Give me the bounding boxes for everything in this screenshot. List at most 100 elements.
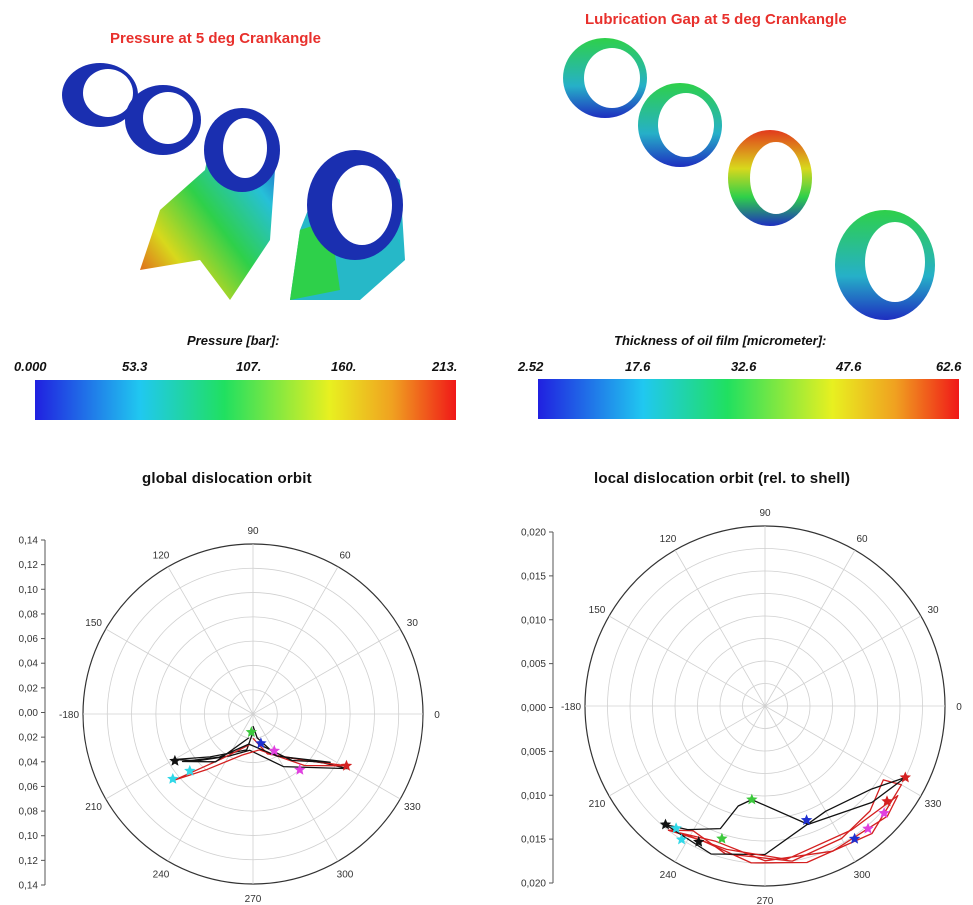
angle-tick-label: 120 (153, 551, 170, 562)
pressure-tick: 213. (432, 359, 458, 374)
polar-spoke (608, 615, 766, 707)
global-orbit-title: global dislocation orbit (142, 470, 312, 487)
orbit-star-marker (899, 771, 911, 783)
radial-tick-label: 0,08 (19, 807, 39, 818)
polar-spoke (105, 628, 254, 715)
thickness-tick: 62.6 (936, 359, 962, 374)
polar-spoke (252, 628, 401, 715)
radial-tick-label: 0,04 (19, 659, 39, 670)
angle-tick-label: 30 (927, 605, 939, 616)
angle-tick-label: 150 (589, 605, 606, 616)
orbit-star-marker (268, 744, 280, 756)
orbit-star-marker (800, 814, 813, 825)
polar-spoke (764, 549, 856, 707)
angle-tick-label: 0 (434, 710, 440, 721)
polar-spoke (252, 566, 339, 715)
radial-tick-label: 0,02 (19, 683, 39, 694)
pressure-tick: 53.3 (122, 359, 148, 374)
radial-tick-label: 0,10 (19, 831, 39, 842)
angle-tick-label: 210 (589, 799, 606, 810)
thickness-colorbar-label: Thickness of oil film [micrometer]: (614, 333, 827, 348)
polar-spoke (764, 705, 856, 863)
radial-tick-label: 0,06 (19, 634, 39, 645)
angle-tick-label: 330 (404, 802, 421, 813)
gap-bearing-1 (563, 38, 647, 118)
orbit-star-marker (670, 822, 682, 834)
radial-tick-label: 0,010 (521, 615, 546, 626)
radial-tick-label: 0,12 (19, 560, 39, 571)
polar-spoke (674, 549, 766, 707)
angle-tick-label: 330 (925, 799, 942, 810)
polar-spoke (764, 615, 922, 707)
angle-tick-label: -180 (59, 710, 79, 721)
polar-spoke (608, 705, 766, 797)
radial-tick-label: 0,04 (19, 757, 39, 768)
angle-tick-label: 90 (759, 508, 771, 519)
orbit-star-marker (878, 807, 890, 818)
orbit-star-marker (848, 832, 861, 844)
thickness-tick: 32.6 (731, 359, 757, 374)
global-orbit-chart: 0,14 0,12 0,10 0,08 0,06 0,04 0,02 0,00 0,02 0,04… (19, 526, 441, 905)
orbit-star-marker (340, 759, 353, 771)
polar-spoke (105, 713, 254, 800)
orbit-star-marker (862, 822, 874, 834)
pressure-bearing-2 (125, 85, 201, 155)
radial-tick-label: 0,14 (19, 536, 39, 547)
angle-tick-label: -180 (561, 702, 581, 713)
polar-spoke (252, 713, 339, 862)
gap-bearing-4 (835, 210, 935, 320)
radial-tick-label: 0,015 (521, 571, 546, 582)
polar-spoke (252, 713, 401, 800)
pressure-colorbar-label: Pressure [bar]: (187, 333, 280, 348)
pressure-panel-title: Pressure at 5 deg Crankangle (110, 30, 321, 47)
pressure-colorbar (35, 380, 456, 420)
orbit-star-marker (167, 773, 179, 784)
pressure-tick: 160. (331, 359, 357, 374)
angle-tick-label: 60 (339, 551, 351, 562)
local-orbit-title: local dislocation orbit (rel. to shell) (594, 470, 851, 487)
thickness-tick: 47.6 (836, 359, 862, 374)
orbit-star-marker (693, 835, 705, 847)
gap-panel-title: Lubrication Gap at 5 deg Crankangle (585, 11, 847, 28)
radial-tick-label: 0,14 (19, 881, 39, 892)
angle-tick-label: 60 (856, 534, 868, 545)
radial-tick-label: 0,06 (19, 782, 39, 793)
orbit-star-marker (294, 763, 306, 775)
radial-tick-label: 0,10 (19, 585, 39, 596)
angle-tick-label: 300 (337, 869, 354, 880)
polar-spoke (764, 705, 922, 797)
angle-tick-label: 30 (407, 618, 419, 629)
radial-tick-label: 0,020 (521, 528, 546, 539)
angle-tick-label: 0 (956, 702, 962, 713)
radial-tick-label: 0,00 (19, 708, 39, 719)
orbit-star-marker (184, 764, 196, 776)
angle-tick-label: 240 (153, 869, 170, 880)
orbit-curve (679, 794, 899, 862)
orbit-star-marker (881, 795, 893, 807)
orbit-star-marker (659, 818, 672, 830)
pressure-bearing-3 (140, 108, 280, 300)
orbit-star-marker (746, 793, 758, 805)
pressure-bearing-1 (62, 63, 138, 127)
local-orbit-chart: 0,020 0,015 0,010 0,005 0,000 0,005 0,010 0,015… (521, 508, 962, 905)
gap-bearing-3 (728, 130, 812, 226)
radial-tick-label: 0,000 (521, 703, 546, 714)
radial-tick-label: 0,12 (19, 856, 39, 867)
angle-tick-label: 90 (247, 526, 259, 537)
orbit-curve (181, 737, 331, 763)
radial-tick-label: 0,015 (521, 835, 546, 846)
angle-tick-label: 120 (660, 534, 677, 545)
pressure-tick: 107. (236, 359, 262, 374)
radial-tick-label: 0,08 (19, 609, 39, 620)
radial-tick-label: 0,02 (19, 733, 39, 744)
radial-tick-label: 0,005 (521, 659, 546, 670)
radial-tick-label: 0,005 (521, 747, 546, 758)
pressure-bearing-4 (290, 150, 405, 300)
orbit-star-marker (716, 832, 728, 844)
orbit-star-marker (255, 737, 267, 749)
radial-tick-label: 0,010 (521, 791, 546, 802)
thickness-tick: 17.6 (625, 359, 651, 374)
angle-tick-label: 270 (757, 896, 774, 905)
angle-tick-label: 300 (854, 870, 871, 881)
bearing-renderings (62, 38, 935, 320)
